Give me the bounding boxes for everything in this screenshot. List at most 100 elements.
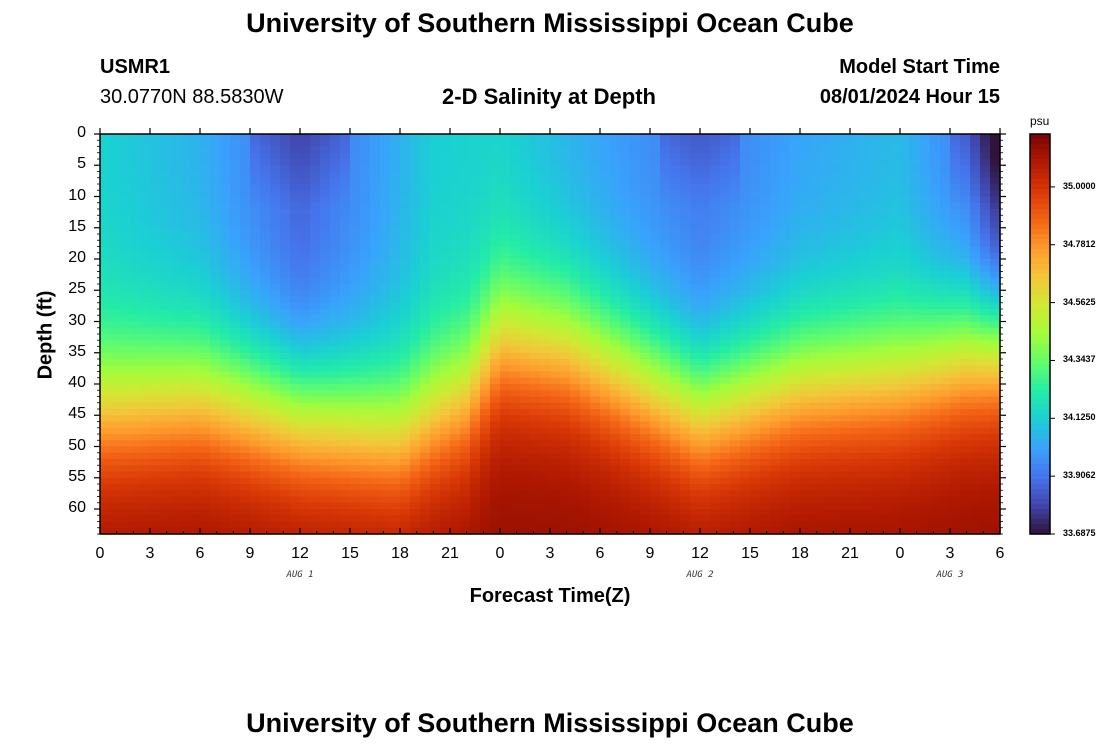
heatmap-cell: [170, 321, 181, 329]
heatmap-cell: [860, 502, 871, 510]
heatmap-cell: [250, 259, 261, 266]
heatmap-cell: [820, 377, 831, 385]
heatmap-cell: [870, 484, 881, 491]
heatmap-cell: [100, 171, 111, 179]
heatmap-cell: [240, 284, 251, 291]
heatmap-cell: [590, 471, 601, 479]
heatmap-cell: [450, 465, 461, 473]
heatmap-cell: [130, 440, 141, 448]
heatmap-cell: [260, 384, 271, 391]
heatmap-cell: [830, 134, 841, 141]
heatmap-cell: [210, 221, 221, 229]
heatmap-cell: [130, 427, 141, 435]
heatmap-cell: [470, 484, 481, 491]
heatmap-cell: [380, 346, 391, 354]
heatmap-cell: [200, 146, 211, 154]
heatmap-cell: [180, 290, 191, 298]
heatmap-cell: [780, 484, 791, 491]
heatmap-cell: [340, 284, 351, 291]
heatmap-cell: [500, 146, 511, 154]
heatmap-cell: [850, 134, 861, 141]
heatmap-cell: [290, 290, 301, 298]
heatmap-cell: [520, 359, 531, 366]
heatmap-cell: [830, 421, 841, 429]
heatmap-cell: [350, 496, 361, 504]
heatmap-cell: [790, 340, 801, 348]
heatmap-cell: [270, 215, 281, 223]
heatmap-cell: [860, 265, 871, 273]
heatmap-cell: [120, 515, 131, 523]
heatmap-cell: [840, 427, 851, 435]
heatmap-cell: [550, 446, 561, 454]
heatmap-cell: [440, 259, 451, 266]
heatmap-cell: [360, 215, 371, 223]
heatmap-cell: [390, 159, 401, 166]
heatmap-cell: [840, 334, 851, 341]
heatmap-cell: [180, 259, 191, 266]
heatmap-cell: [330, 134, 341, 141]
heatmap-cell: [730, 521, 741, 529]
heatmap-cell: [300, 246, 311, 254]
heatmap-cell: [150, 152, 161, 160]
heatmap-cell: [220, 152, 231, 160]
heatmap-cell: [640, 427, 651, 435]
heatmap-cell: [330, 477, 341, 485]
heatmap-cell: [450, 452, 461, 460]
heatmap-cell: [720, 415, 731, 423]
heatmap-cell: [460, 296, 471, 304]
heatmap-cell: [270, 496, 281, 504]
model-start-time: 08/01/2024 Hour 15: [819, 86, 1000, 108]
heatmap-cell: [690, 152, 701, 160]
heatmap-cell: [720, 327, 731, 335]
heatmap-cell: [510, 277, 521, 285]
heatmap-cell: [410, 477, 421, 485]
heatmap-cell: [790, 365, 801, 373]
heatmap-cell: [460, 496, 471, 504]
heatmap-cell: [490, 446, 501, 454]
heatmap-cell: [220, 265, 231, 273]
heatmap-cell: [430, 365, 441, 373]
heatmap-cell: [520, 265, 531, 273]
heatmap-cell: [220, 146, 231, 154]
heatmap-cell: [440, 196, 451, 204]
heatmap-cell: [150, 359, 161, 366]
heatmap-cell: [330, 334, 341, 341]
heatmap-cell: [470, 196, 481, 204]
heatmap-cell: [110, 477, 121, 485]
heatmap-cell: [450, 240, 461, 248]
heatmap-cell: [800, 446, 811, 454]
heatmap-cell: [150, 384, 161, 391]
heatmap-cell: [420, 134, 431, 141]
heatmap-cell: [620, 152, 631, 160]
heatmap-cell: [860, 259, 871, 266]
heatmap-cell: [240, 134, 251, 141]
heatmap-cell: [630, 521, 641, 529]
heatmap-cell: [690, 440, 701, 448]
heatmap-cell: [670, 315, 681, 323]
heatmap-cell: [350, 284, 361, 291]
heatmap-cell: [330, 515, 341, 523]
heatmap-cell: [820, 302, 831, 310]
heatmap-cell: [510, 215, 521, 223]
heatmap-cell: [710, 471, 721, 479]
heatmap-cell: [400, 359, 411, 366]
heatmap-cell: [440, 284, 451, 291]
heatmap-cell: [730, 409, 741, 416]
heatmap-cell: [460, 252, 471, 260]
heatmap-cell: [710, 509, 721, 516]
heatmap-cell: [240, 446, 251, 454]
heatmap-cell: [140, 290, 151, 298]
heatmap-cell: [670, 421, 681, 429]
heatmap-cell: [100, 340, 111, 348]
heatmap-cell: [710, 415, 721, 423]
heatmap-cell: [350, 271, 361, 279]
heatmap-cell: [280, 215, 291, 223]
heatmap-cell: [270, 427, 281, 435]
heatmap-cell: [790, 415, 801, 423]
heatmap-cell: [290, 459, 301, 466]
heatmap-cell: [450, 502, 461, 510]
heatmap-cell: [420, 496, 431, 504]
heatmap-cell: [810, 496, 821, 504]
heatmap-cell: [220, 246, 231, 254]
heatmap-cell: [760, 202, 771, 210]
